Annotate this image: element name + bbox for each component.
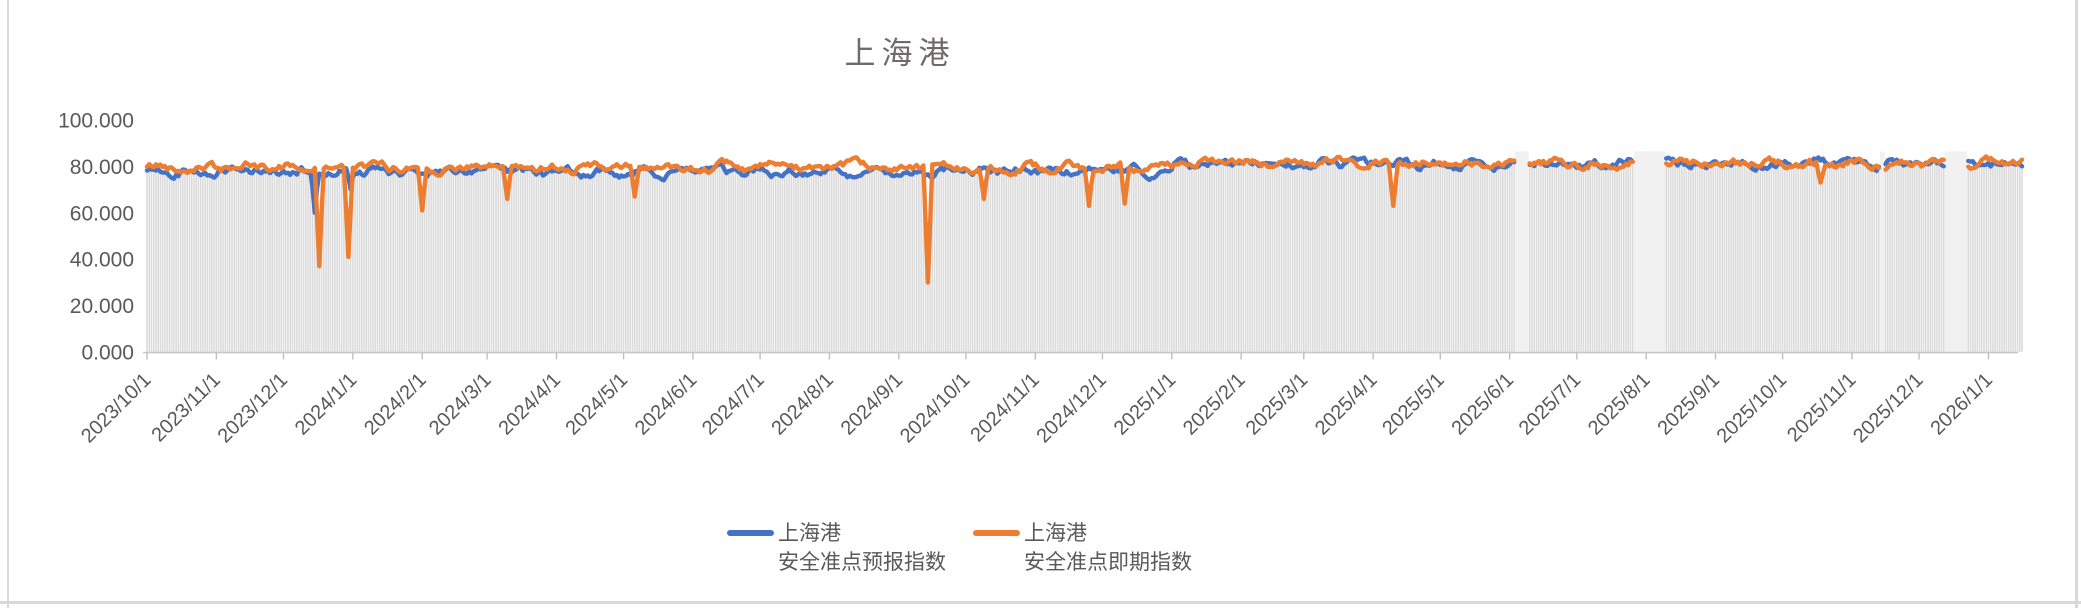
x-tick-label: 2023/12/1 [214,369,292,447]
legend-label-spot: 上海港 安全准点即期指数 [1024,519,1192,577]
x-tick-label: 2025/2/1 [1179,369,1250,440]
x-tick-label: 2026/1/1 [1926,369,1997,440]
x-tick-label: 2025/4/1 [1311,369,1382,440]
x-tick-label: 2023/11/1 [148,369,225,446]
legend-label-forecast: 上海港 安全准点预报指数 [778,519,946,577]
x-tick-label: 2023/10/1 [77,369,155,447]
forecast-line-swatch-icon [727,530,774,536]
x-tick-label: 2024/12/1 [1032,369,1110,447]
canvas-border-bottom [0,601,2081,604]
x-tick-label: 2025/12/1 [1849,369,1927,447]
x-tick-label: 2024/10/1 [896,369,974,447]
x-tick-label: 2025/3/1 [1242,369,1313,440]
x-tick-label: 2024/6/1 [631,369,702,440]
x-tick-label: 2024/9/1 [837,369,908,440]
x-tick-label: 2025/11/1 [1783,369,1860,446]
y-tick-label: 40.000 [70,249,134,272]
x-tick-label: 2024/5/1 [562,369,633,440]
x-tick-label: 2024/8/1 [767,369,838,440]
y-tick-label: 60.000 [70,202,134,225]
x-tick-label: 2025/10/1 [1713,369,1791,447]
spot-line-swatch-icon [973,530,1020,536]
x-axis: 2023/10/12023/11/12023/12/12024/1/12024/… [77,351,2018,447]
y-tick-label: 20.000 [70,295,134,318]
legend-spot-line2: 安全准点即期指数 [1024,551,1192,574]
legend-item-forecast: 上海港 安全准点预报指数 [727,519,946,577]
legend-forecast-line2: 安全准点预报指数 [778,551,946,574]
spot-line [144,154,2025,285]
legend-item-spot: 上海港 安全准点即期指数 [973,519,1192,577]
y-tick-label: 0.000 [81,342,134,365]
x-tick-label: 2024/2/1 [360,369,431,440]
x-tick-label: 2025/8/1 [1584,369,1655,440]
y-tick-label: 80.000 [70,156,134,179]
canvas-border-left [7,0,9,608]
bar-series [146,161,2023,352]
canvas-border-right [2075,0,2078,608]
x-tick-label: 2025/5/1 [1378,369,1449,440]
x-tick-label: 2025/7/1 [1515,369,1586,440]
x-tick-label: 2024/7/1 [698,369,769,440]
y-tick-label: 100.000 [58,110,134,133]
chart-title: 上海港 [844,36,956,71]
x-tick-label: 2024/1/1 [291,369,362,440]
x-tick-label: 2025/9/1 [1653,369,1724,440]
x-tick-label: 2024/3/1 [425,369,496,440]
legend: 上海港 安全准点预报指数 上海港 安全准点即期指数 [0,519,2081,589]
legend-forecast-line1: 上海港 [778,522,841,545]
legend-spot-line1: 上海港 [1024,522,1087,545]
x-tick-label: 2025/1/1 [1110,369,1181,440]
x-tick-label: 2025/6/1 [1448,369,1519,440]
gap-blocks [1515,151,1968,352]
x-tick-label: 2024/11/1 [966,369,1043,446]
y-axis: 100.000 80.000 60.000 40.000 20.000 0.000 [58,110,134,365]
x-tick-label: 2024/4/1 [494,369,565,440]
